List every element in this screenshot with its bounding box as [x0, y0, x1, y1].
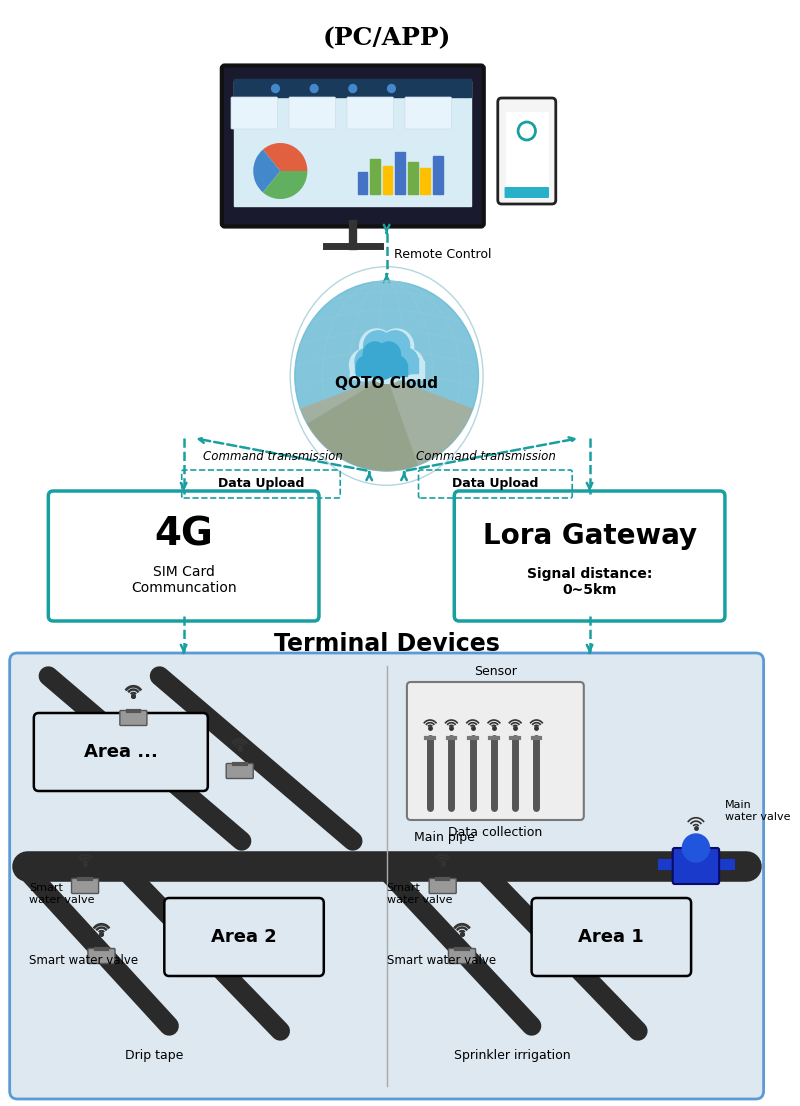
FancyBboxPatch shape: [407, 682, 584, 820]
Text: Signal distance:
0~5km: Signal distance: 0~5km: [527, 567, 652, 597]
Bar: [234, 79, 471, 96]
Circle shape: [310, 84, 318, 93]
Circle shape: [392, 347, 418, 375]
Circle shape: [387, 84, 395, 93]
Bar: [421, 168, 430, 194]
FancyBboxPatch shape: [226, 763, 254, 779]
FancyBboxPatch shape: [71, 878, 98, 894]
Bar: [234, 81, 471, 206]
Text: Lora Gateway: Lora Gateway: [482, 522, 697, 550]
FancyBboxPatch shape: [120, 710, 147, 726]
Circle shape: [393, 349, 424, 380]
Text: Data collection: Data collection: [448, 826, 542, 839]
Text: SIM Card
Communcation: SIM Card Communcation: [131, 565, 237, 595]
Circle shape: [363, 342, 386, 366]
Circle shape: [364, 331, 393, 361]
Text: Smart
water valve: Smart water valve: [29, 884, 94, 905]
Text: Smart water valve: Smart water valve: [386, 954, 496, 968]
Text: QOTO Cloud: QOTO Cloud: [335, 376, 438, 392]
FancyBboxPatch shape: [34, 713, 208, 791]
Text: Remote Control: Remote Control: [394, 248, 492, 261]
Text: 4G: 4G: [154, 515, 213, 553]
Circle shape: [350, 349, 381, 380]
FancyBboxPatch shape: [498, 98, 556, 204]
FancyBboxPatch shape: [673, 848, 719, 884]
Text: Smart water valve: Smart water valve: [29, 954, 138, 968]
Bar: [433, 156, 442, 194]
Text: Area ...: Area ...: [84, 743, 158, 761]
Circle shape: [356, 356, 378, 378]
Circle shape: [295, 281, 478, 471]
Circle shape: [272, 84, 279, 93]
Circle shape: [365, 338, 408, 384]
Circle shape: [367, 348, 397, 379]
FancyBboxPatch shape: [429, 878, 456, 894]
Bar: [506, 112, 548, 188]
FancyBboxPatch shape: [405, 97, 451, 129]
FancyBboxPatch shape: [505, 187, 549, 198]
Circle shape: [349, 84, 357, 93]
Text: Sensor: Sensor: [474, 665, 517, 678]
FancyBboxPatch shape: [222, 65, 484, 227]
Text: Terminal Devices: Terminal Devices: [274, 632, 499, 656]
Text: Data Upload: Data Upload: [452, 478, 538, 490]
FancyBboxPatch shape: [532, 898, 691, 975]
Wedge shape: [300, 376, 473, 471]
Text: Smart
water valve: Smart water valve: [386, 884, 452, 905]
Text: Command transmission: Command transmission: [203, 449, 343, 462]
Text: (PC/APP): (PC/APP): [322, 27, 451, 50]
FancyBboxPatch shape: [449, 949, 475, 963]
Bar: [408, 161, 418, 194]
Circle shape: [381, 331, 410, 361]
FancyBboxPatch shape: [48, 491, 319, 620]
Circle shape: [359, 328, 394, 364]
Wedge shape: [254, 149, 280, 192]
Text: Data Upload: Data Upload: [218, 478, 304, 490]
FancyBboxPatch shape: [231, 97, 278, 129]
FancyBboxPatch shape: [10, 653, 763, 1099]
Bar: [358, 173, 367, 194]
FancyBboxPatch shape: [164, 898, 324, 975]
Text: Area 1: Area 1: [578, 928, 644, 946]
FancyBboxPatch shape: [88, 949, 115, 963]
Text: Sprinkler irrigation: Sprinkler irrigation: [454, 1050, 570, 1063]
Bar: [356, 364, 407, 376]
FancyBboxPatch shape: [289, 97, 335, 129]
Bar: [350, 361, 424, 378]
FancyBboxPatch shape: [454, 491, 725, 620]
Bar: [370, 159, 380, 194]
Text: Main
water valve: Main water valve: [725, 801, 790, 822]
Bar: [355, 358, 418, 373]
Wedge shape: [263, 171, 307, 199]
Circle shape: [386, 356, 407, 378]
Wedge shape: [307, 376, 418, 471]
Circle shape: [377, 342, 400, 366]
Circle shape: [368, 338, 405, 377]
Bar: [395, 152, 405, 194]
FancyBboxPatch shape: [347, 97, 394, 129]
Circle shape: [380, 328, 414, 364]
Wedge shape: [263, 143, 307, 171]
Circle shape: [295, 281, 478, 471]
Text: Drip tape: Drip tape: [126, 1050, 184, 1063]
Text: Command transmission: Command transmission: [416, 449, 555, 462]
Circle shape: [682, 834, 710, 862]
Text: Area 2: Area 2: [210, 928, 277, 946]
Bar: [382, 166, 393, 194]
Circle shape: [355, 347, 382, 375]
Text: Main pipe: Main pipe: [414, 831, 475, 844]
